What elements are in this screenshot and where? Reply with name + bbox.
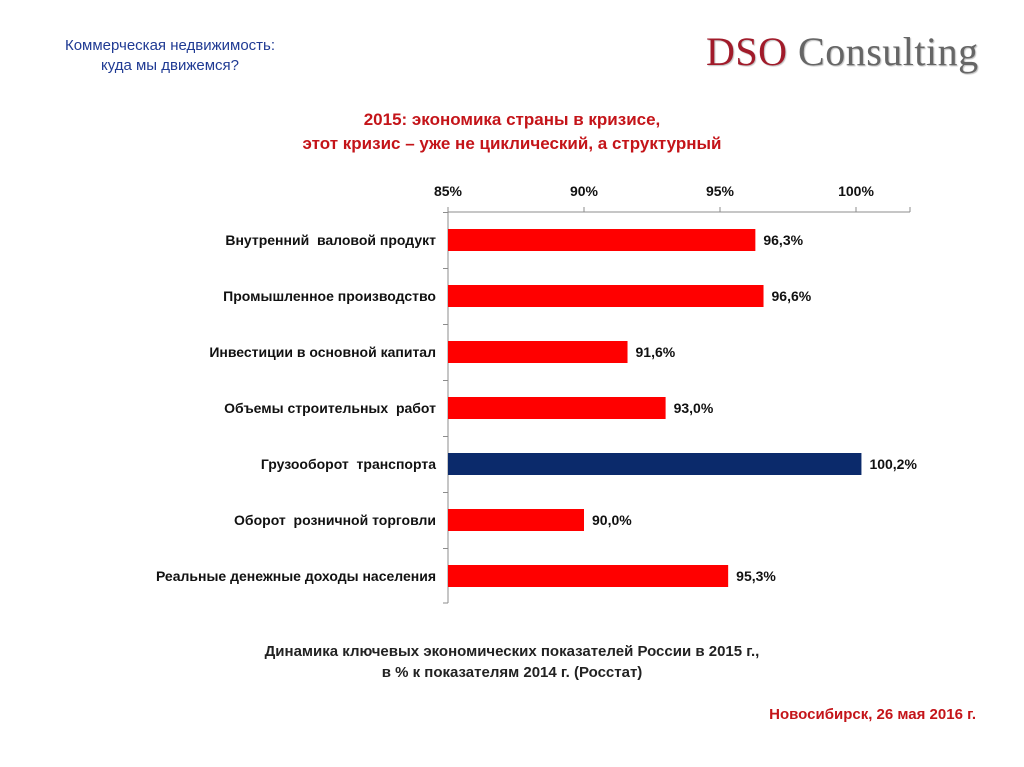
data-label: 93,0% [674, 400, 714, 416]
company-logo: DSO Consulting [706, 28, 979, 75]
bar [448, 509, 584, 531]
header-line-1: Коммерческая недвижимость: [64, 37, 276, 54]
data-label: 100,2% [869, 456, 917, 472]
bar [448, 397, 666, 419]
caption-line-1: Динамика ключевых экономических показате… [264, 643, 760, 660]
category-label: Промышленное производство [223, 288, 436, 304]
category-label: Реальные денежные доходы населения [156, 568, 436, 584]
slide-header: Коммерческая недвижимость: куда мы движе… [0, 36, 340, 76]
data-label: 96,3% [763, 232, 803, 248]
footer-location-date: Новосибирск, 26 мая 2016 г. [769, 706, 976, 723]
x-tick-label: 85% [434, 183, 463, 199]
main-title-line-2: этот кризис – уже не циклический, а стру… [302, 134, 722, 153]
logo-dso: DSO [706, 29, 788, 74]
category-label: Внутренний валовой продукт [225, 232, 436, 248]
category-label: Оборот розничной торговли [234, 512, 436, 528]
x-tick-label: 100% [838, 183, 874, 199]
logo-consulting: Consulting [798, 29, 979, 74]
x-tick-label: 90% [570, 183, 599, 199]
bar [448, 229, 756, 251]
bar [448, 341, 628, 363]
category-label: Инвестиции в основной капитал [209, 344, 436, 360]
caption-line-2: в % к показателям 2014 г. (Росстат) [381, 664, 643, 681]
bar [448, 453, 862, 475]
bar [448, 565, 729, 587]
data-label: 91,6% [636, 344, 676, 360]
data-label: 90,0% [592, 512, 632, 528]
bar [448, 285, 764, 307]
main-title-line-1: 2015: экономика страны в кризисе, [363, 110, 661, 129]
header-line-2: куда мы движемся? [100, 57, 239, 74]
chart-caption: Динамика ключевых экономических показате… [0, 641, 1024, 683]
data-label: 95,3% [736, 568, 776, 584]
category-label: Грузооборот транспорта [261, 456, 436, 472]
main-title: 2015: экономика страны в кризисе, этот к… [0, 108, 1024, 156]
data-label: 96,6% [772, 288, 812, 304]
category-label: Объемы строительных работ [224, 400, 436, 416]
x-tick-label: 95% [706, 183, 735, 199]
